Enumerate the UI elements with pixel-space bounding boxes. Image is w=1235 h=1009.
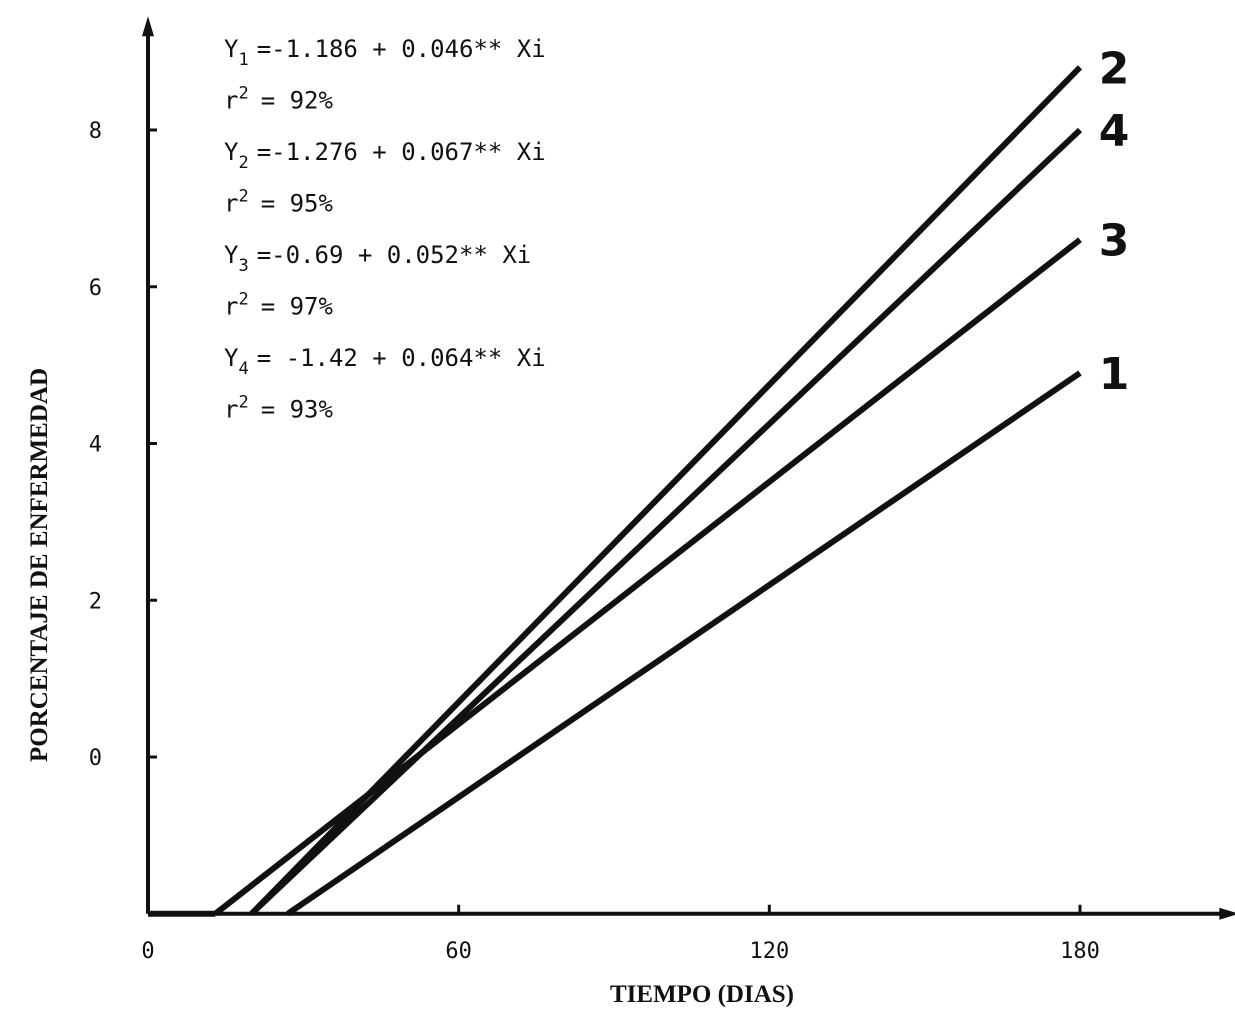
r-squared-4: r2 = 93% bbox=[224, 393, 334, 424]
y-tick-label: 8 bbox=[89, 119, 102, 144]
y-tick-label: 0 bbox=[89, 746, 102, 771]
equation-2: Y2 =-1.276 + 0.067** Xi bbox=[224, 138, 546, 173]
y-axis-arrow bbox=[142, 16, 154, 37]
y-tick-label: 6 bbox=[89, 276, 102, 301]
y-axis-title: PORCENTAJE DE ENFERMEDAD bbox=[26, 368, 53, 762]
x-tick-label: 180 bbox=[1060, 939, 1100, 964]
tick-labels: 0 2 4 6 8 0 60 120 180 bbox=[89, 119, 1100, 964]
x-tick-label: 120 bbox=[749, 939, 789, 964]
equations-block: Y1 =-1.186 + 0.046** Xi r2 = 92% Y2 =-1.276 +… bbox=[224, 35, 546, 424]
x-axis-arrow bbox=[1219, 907, 1235, 920]
y-tick-label: 2 bbox=[89, 589, 102, 614]
x-tick-label: 60 bbox=[445, 939, 472, 964]
series-line-1 bbox=[286, 370, 1082, 917]
axes bbox=[142, 16, 1235, 920]
line-label-2: 2 bbox=[1099, 43, 1130, 94]
line-label-4: 4 bbox=[1099, 106, 1130, 157]
series-lines bbox=[148, 65, 1083, 917]
line-label-3: 3 bbox=[1099, 216, 1130, 267]
x-tick-label: 0 bbox=[141, 939, 154, 964]
equation-1: Y1 =-1.186 + 0.046** Xi bbox=[224, 35, 546, 70]
line-labels: 1 2 3 4 bbox=[1099, 43, 1130, 400]
equation-3: Y3 =-0.69 + 0.052** Xi bbox=[224, 241, 531, 276]
series-line-4 bbox=[249, 127, 1083, 916]
equation-4: Y4 = -1.42 + 0.064** Xi bbox=[224, 344, 546, 379]
line-label-1: 1 bbox=[1099, 349, 1130, 400]
series-line-2 bbox=[249, 65, 1083, 916]
r-squared-2: r2 = 95% bbox=[224, 187, 334, 218]
r-squared-1: r2 = 92% bbox=[224, 84, 334, 115]
series-line-3 bbox=[213, 237, 1082, 917]
x-axis-title: TIEMPO (DIAS) bbox=[610, 981, 794, 1008]
r-squared-3: r2 = 97% bbox=[224, 290, 334, 321]
y-tick-label: 4 bbox=[89, 433, 102, 458]
